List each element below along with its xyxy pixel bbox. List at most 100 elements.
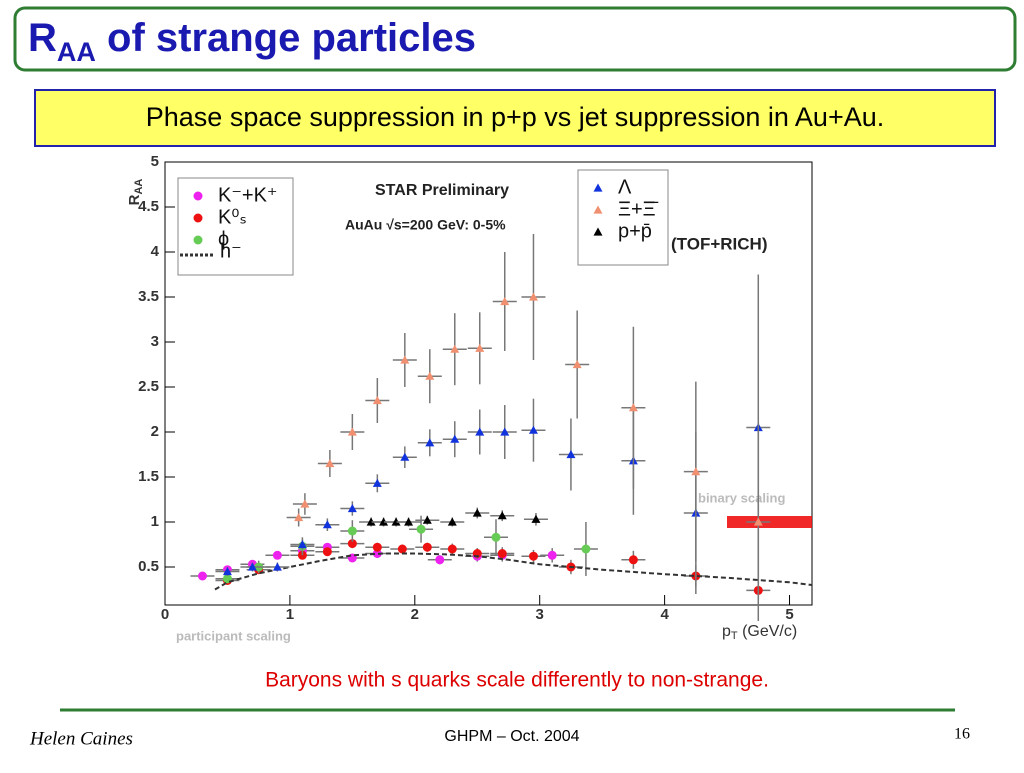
data-point bbox=[372, 542, 382, 552]
data-point bbox=[528, 292, 538, 301]
data-point bbox=[628, 403, 638, 412]
title-box bbox=[13, 6, 1017, 72]
data-point bbox=[472, 508, 482, 517]
data-point bbox=[491, 532, 501, 542]
x-tick-label: 4 bbox=[660, 606, 669, 623]
legend-box bbox=[577, 169, 669, 266]
x-tick-label: 5 bbox=[785, 606, 793, 623]
legend-label: Λ bbox=[618, 176, 632, 198]
data-point bbox=[379, 517, 389, 526]
data-point bbox=[222, 567, 232, 576]
data-point bbox=[272, 550, 282, 560]
data-point bbox=[400, 452, 410, 461]
legend-swatch bbox=[193, 191, 203, 201]
data-point bbox=[325, 459, 335, 468]
data-point bbox=[404, 517, 414, 526]
legend-swatch bbox=[193, 213, 203, 223]
data-point bbox=[347, 539, 357, 549]
legend-label: h⁻ bbox=[220, 240, 242, 262]
data-point bbox=[372, 549, 382, 558]
data-point bbox=[297, 540, 307, 549]
x-label-rest: (GeV/c) bbox=[738, 623, 798, 640]
data-point bbox=[572, 360, 582, 369]
data-point bbox=[300, 499, 310, 508]
data-point bbox=[197, 571, 207, 581]
x-tick-label: 3 bbox=[536, 606, 544, 623]
data-point bbox=[500, 297, 510, 306]
event: GHPM – Oct. 2004 bbox=[444, 728, 579, 745]
data-point bbox=[247, 562, 257, 571]
data-point bbox=[366, 517, 376, 526]
data-point bbox=[547, 550, 557, 560]
data-point bbox=[691, 467, 701, 476]
y-tick-label: 2.5 bbox=[138, 378, 159, 395]
caption: Baryons with s quarks scale differently … bbox=[265, 669, 769, 692]
data-point bbox=[294, 513, 304, 522]
legend-swatch bbox=[593, 227, 603, 236]
x-tick-label: 0 bbox=[161, 606, 169, 623]
y-tick-label: 1.5 bbox=[138, 468, 159, 485]
data-point bbox=[475, 343, 485, 352]
y-tick-label: 4.5 bbox=[138, 198, 159, 215]
data-point bbox=[628, 555, 638, 565]
data-point bbox=[272, 562, 282, 571]
x-tick-label: 1 bbox=[286, 606, 294, 623]
data-point bbox=[450, 434, 460, 443]
y-tick-label: 5 bbox=[151, 153, 159, 170]
y-axis-label: RAA bbox=[126, 179, 145, 206]
data-point bbox=[435, 555, 445, 565]
x-label-sub: T bbox=[731, 630, 738, 642]
data-point bbox=[322, 520, 332, 529]
data-point bbox=[397, 544, 407, 554]
legend-swatch bbox=[593, 183, 603, 192]
data-point bbox=[416, 524, 426, 534]
y-tick-label: 1 bbox=[151, 513, 159, 530]
x-axis-label: pT (GeV/c) bbox=[722, 623, 797, 642]
legend-swatch bbox=[593, 205, 603, 214]
chart: 0.5 1 1.5 2 2.5 3 3.5 4 4.5 5 0 1 2 3 4 5 RAA pT (GeV/c) b… bbox=[126, 153, 813, 643]
data-point bbox=[422, 515, 432, 524]
data-point bbox=[500, 427, 510, 436]
subtitle-box bbox=[34, 89, 996, 147]
data-point bbox=[475, 427, 485, 436]
legend-label: Ξ+Ξ̄ bbox=[618, 198, 659, 220]
y-label-main: R bbox=[126, 194, 143, 205]
data-point bbox=[753, 517, 763, 526]
subtitle: Phase space suppression in p+p vs jet su… bbox=[146, 102, 884, 132]
data-point bbox=[347, 504, 357, 513]
data-point bbox=[497, 511, 507, 520]
annotation: STAR Preliminary bbox=[375, 182, 509, 199]
data-point bbox=[581, 544, 591, 554]
data-point bbox=[347, 526, 357, 536]
page-number: 16 bbox=[954, 726, 970, 743]
data-point bbox=[531, 514, 541, 523]
data-point bbox=[322, 547, 332, 557]
data-point bbox=[422, 542, 432, 552]
legend-label: ϕ bbox=[218, 228, 229, 250]
y-tick-label: 4 bbox=[151, 243, 160, 260]
y-tick-label: 0.5 bbox=[138, 558, 159, 575]
data-point bbox=[447, 544, 457, 554]
y-tick-label: 3 bbox=[151, 333, 159, 350]
data-point bbox=[450, 344, 460, 353]
data-point bbox=[566, 450, 576, 459]
annotation: participant scaling bbox=[176, 628, 291, 643]
y-label-sub: AA bbox=[133, 179, 145, 195]
plot-frame bbox=[164, 161, 813, 606]
annotation: (TOF+RICH) bbox=[671, 234, 768, 253]
data-point bbox=[372, 396, 382, 405]
data-point bbox=[400, 355, 410, 364]
y-tick-label: 3.5 bbox=[138, 288, 159, 305]
data-point bbox=[347, 427, 357, 436]
legend-label: p+p̄ bbox=[618, 220, 652, 242]
data-point bbox=[425, 438, 435, 447]
data-point bbox=[425, 371, 435, 380]
legend-label: K⁰ₛ bbox=[218, 206, 247, 228]
x-label-main: p bbox=[722, 623, 731, 640]
title-main: R bbox=[28, 16, 57, 60]
data-point bbox=[528, 425, 538, 434]
title-rest: of strange particles bbox=[96, 16, 476, 60]
x-tick-label: 2 bbox=[411, 606, 419, 623]
data-point bbox=[391, 517, 401, 526]
